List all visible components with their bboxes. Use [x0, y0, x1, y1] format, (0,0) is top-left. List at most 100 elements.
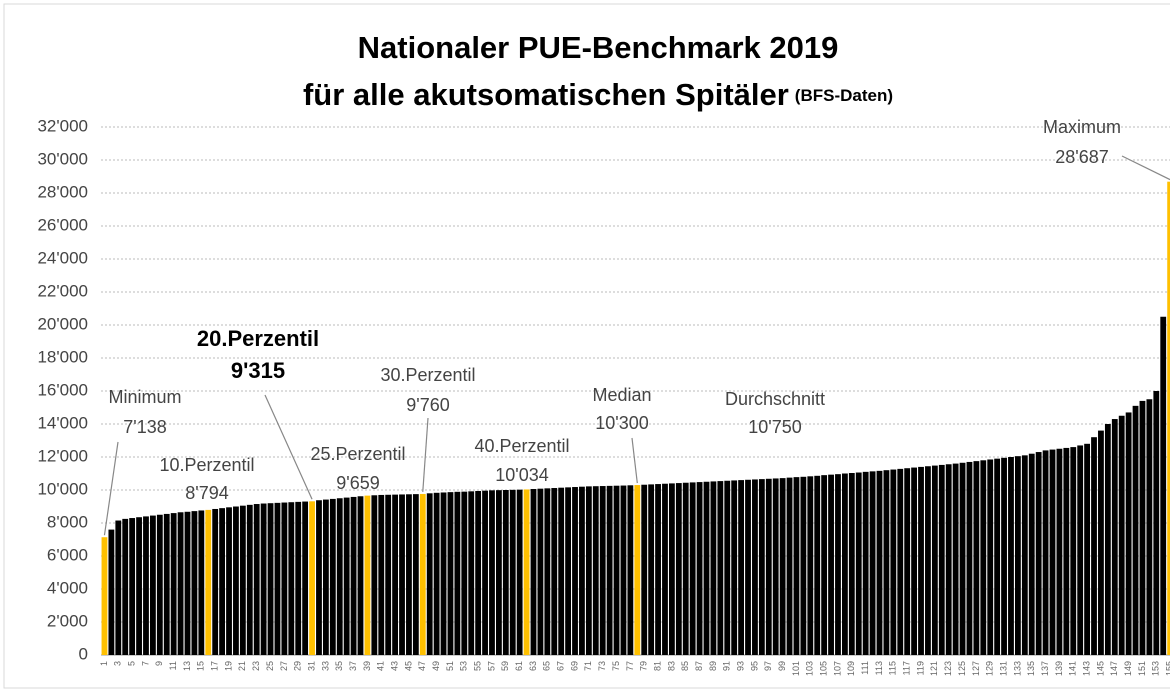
x-tick-label: 101	[791, 661, 801, 676]
y-tick-label: 0	[79, 644, 88, 663]
annotation-text: 20.Perzentil	[197, 326, 319, 351]
x-tick-label: 5	[127, 661, 137, 666]
x-tick-label: 109	[846, 661, 856, 676]
x-tick-label: 127	[971, 661, 981, 676]
bar	[752, 479, 758, 655]
chart-title: Nationaler PUE-Benchmark 2019	[358, 30, 839, 65]
bar	[537, 488, 544, 655]
y-tick-label: 12'000	[37, 446, 88, 465]
bar	[143, 516, 149, 655]
bar	[475, 490, 482, 655]
y-tick-label: 20'000	[37, 314, 88, 333]
x-tick-label: 27	[279, 661, 289, 671]
x-tick-label: 133	[1012, 661, 1022, 676]
annotation-text: Maximum	[1043, 117, 1121, 137]
bar	[724, 480, 731, 655]
annotation-value: 10'034	[495, 465, 549, 485]
bar	[406, 494, 412, 655]
y-tick-label: 24'000	[37, 248, 88, 267]
x-tick-label: 1	[99, 661, 109, 666]
x-tick-label: 81	[652, 661, 662, 671]
bar	[502, 490, 509, 655]
bar	[1049, 449, 1056, 655]
bar	[793, 477, 800, 655]
bar	[668, 483, 675, 655]
annotation-value: 10'300	[595, 413, 649, 433]
x-tick-label: 57	[486, 661, 496, 671]
annotation-arrow	[264, 394, 313, 500]
x-tick-label: 49	[431, 661, 441, 671]
bar	[191, 511, 198, 655]
x-tick-label: 63	[528, 661, 538, 671]
annotation-text: Minimum	[108, 387, 181, 407]
bar	[551, 488, 558, 655]
bar	[385, 494, 392, 655]
y-tick-label: 4'000	[47, 578, 88, 597]
bar	[239, 505, 246, 655]
x-tick-label: 147	[1109, 661, 1119, 676]
bar	[260, 503, 267, 655]
annotation-text: 25.Perzentil	[310, 444, 405, 464]
y-tick-label: 2'000	[47, 611, 88, 630]
bar	[1008, 457, 1014, 655]
bar	[869, 471, 876, 655]
bar	[495, 490, 502, 655]
bar	[1104, 424, 1111, 655]
x-tick-label: 99	[777, 661, 787, 671]
bar	[689, 482, 696, 655]
bar	[606, 485, 613, 655]
bar	[454, 491, 461, 655]
x-tick-label: 43	[389, 661, 399, 671]
bar	[440, 492, 447, 655]
bar	[585, 486, 592, 655]
x-tick-label: 25	[265, 661, 275, 671]
y-tick-label: 28'000	[37, 182, 88, 201]
bar	[336, 498, 343, 655]
bar	[288, 502, 295, 655]
bar	[938, 464, 945, 655]
bar	[115, 520, 122, 655]
x-tick-label: 85	[680, 661, 690, 671]
y-tick-label: 26'000	[37, 215, 88, 234]
bar	[620, 485, 627, 655]
bar	[1035, 452, 1042, 655]
bar	[122, 518, 129, 655]
y-tick-label: 8'000	[47, 512, 88, 531]
bar	[226, 507, 232, 655]
bar	[489, 490, 495, 655]
bar	[1084, 443, 1091, 655]
x-tick-label: 45	[403, 661, 413, 671]
y-tick-label: 14'000	[37, 413, 88, 432]
bar	[1160, 316, 1167, 655]
x-tick-label: 31	[306, 661, 316, 671]
bar	[212, 508, 219, 655]
x-tick-label: 41	[376, 661, 386, 671]
bar	[322, 499, 329, 655]
x-tick-label: 153	[1151, 661, 1161, 676]
bar	[295, 501, 302, 655]
x-tick-label: 131	[998, 661, 1008, 676]
x-tick-label: 53	[459, 661, 469, 671]
x-tick-label: 69	[569, 661, 579, 671]
x-tick-label: 67	[556, 661, 566, 671]
bar	[1146, 399, 1153, 655]
bar	[786, 477, 793, 655]
x-tick-label: 33	[320, 661, 330, 671]
bar	[1111, 419, 1118, 655]
annotation-value: 8'794	[185, 483, 228, 503]
bar	[717, 481, 724, 655]
x-tick-label: 71	[583, 661, 593, 671]
bar	[911, 467, 918, 655]
bar	[399, 494, 405, 655]
bar	[613, 485, 620, 655]
x-tick-label: 117	[902, 661, 912, 675]
x-tick-label: 51	[445, 661, 455, 671]
bar	[572, 487, 578, 655]
bar	[219, 508, 226, 655]
y-tick-label: 6'000	[47, 545, 88, 564]
bar	[1139, 400, 1146, 655]
x-tick-label: 107	[832, 661, 842, 676]
x-tick-label: 9	[154, 661, 164, 666]
x-tick-label: 35	[334, 661, 344, 671]
